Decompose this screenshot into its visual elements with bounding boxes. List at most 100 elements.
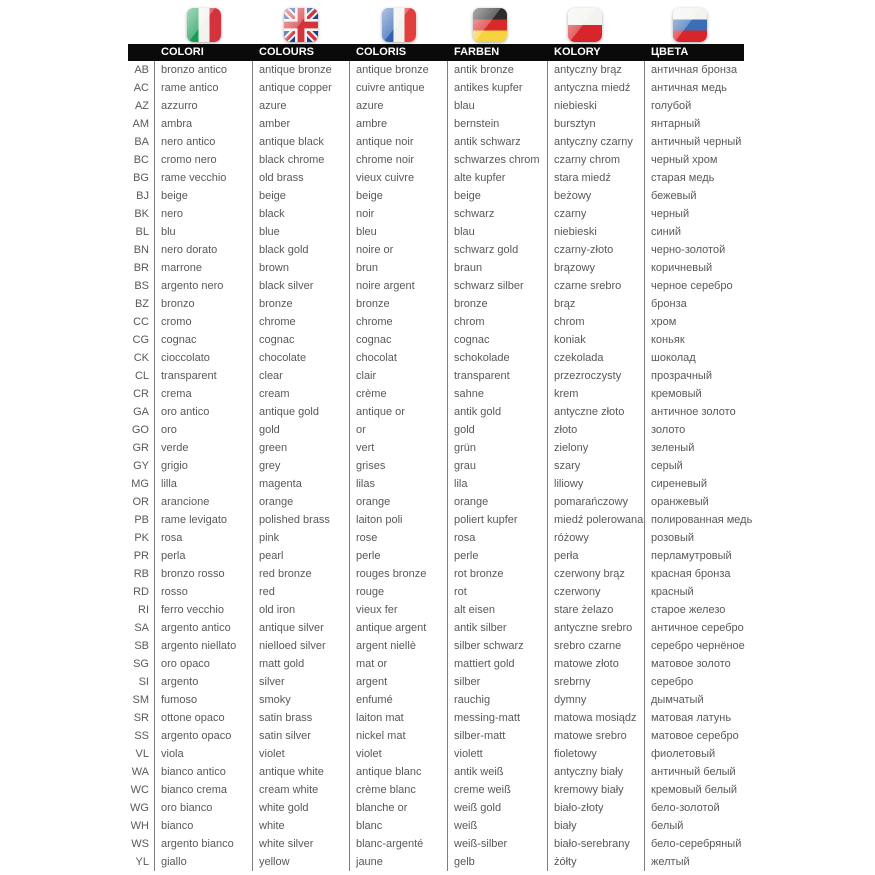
table-row: AC rame antico antique copper cuivre ant… bbox=[128, 79, 744, 97]
color-name-german: silber schwarz bbox=[448, 637, 548, 655]
color-name-french: bronze bbox=[350, 295, 448, 313]
color-code: MG bbox=[128, 475, 155, 493]
color-name-english: antique copper bbox=[253, 79, 350, 97]
table-row: PB rame levigato polished brass laiton p… bbox=[128, 511, 752, 529]
color-name-italian: argento bbox=[155, 673, 253, 691]
color-name-french: rose bbox=[350, 529, 448, 547]
color-name-italian: verde bbox=[155, 439, 253, 457]
color-name-french: mat or bbox=[350, 655, 448, 673]
color-name-english: grey bbox=[253, 457, 350, 475]
color-code: OR bbox=[128, 493, 155, 511]
color-code: AM bbox=[128, 115, 155, 133]
color-name-russian: золото bbox=[651, 424, 686, 436]
color-code: BK bbox=[128, 205, 155, 223]
header-english: COLOURS bbox=[259, 46, 314, 58]
color-code: AZ bbox=[128, 97, 155, 115]
color-name-italian: oro bbox=[155, 421, 253, 439]
color-name-polish: stare żelazo bbox=[548, 601, 645, 619]
color-code: VL bbox=[128, 745, 155, 763]
color-name-italian: argento opaco bbox=[155, 727, 253, 745]
color-name-russian: красная бронза bbox=[651, 568, 731, 580]
color-name-english: cream bbox=[253, 385, 350, 403]
header-german: FARBEN bbox=[454, 46, 500, 58]
color-name-russian: черный хром bbox=[651, 154, 718, 166]
table-row: CR crema cream crème sahne krem кремовый bbox=[128, 385, 744, 403]
color-name-english: old iron bbox=[253, 601, 350, 619]
table-row: BS argento nero black silver noire argen… bbox=[128, 277, 744, 295]
color-name-polish: brąz bbox=[548, 295, 645, 313]
table-row: BG rame vecchio old brass vieux cuivre a… bbox=[128, 169, 744, 187]
france-flag-icon bbox=[382, 8, 416, 42]
color-name-russian: синий bbox=[651, 226, 682, 238]
table-row: YL giallo yellow jaune gelb żółty желтый bbox=[128, 853, 744, 871]
color-code: GR bbox=[128, 439, 155, 457]
color-code: AC bbox=[128, 79, 155, 97]
united-kingdom-flag-icon bbox=[284, 8, 318, 42]
color-code: WG bbox=[128, 799, 155, 817]
color-name-german: chrom bbox=[448, 313, 548, 331]
color-name-russian: черное серебро bbox=[651, 280, 733, 292]
color-name-german: antik weiß bbox=[448, 763, 548, 781]
color-name-polish: złoto bbox=[548, 421, 645, 439]
color-code: AB bbox=[128, 61, 155, 79]
color-name-italian: rame vecchio bbox=[155, 169, 253, 187]
color-name-russian: голубой bbox=[651, 100, 692, 112]
color-name-polish: perła bbox=[548, 547, 645, 565]
color-name-french: cognac bbox=[350, 331, 448, 349]
color-name-polish: zielony bbox=[548, 439, 645, 457]
color-code: BG bbox=[128, 169, 155, 187]
color-code: CL bbox=[128, 367, 155, 385]
color-code: PB bbox=[128, 511, 155, 529]
color-code: CK bbox=[128, 349, 155, 367]
color-name-german: violett bbox=[448, 745, 548, 763]
color-name-english: gold bbox=[253, 421, 350, 439]
color-code: SA bbox=[128, 619, 155, 637]
color-name-french: blanc bbox=[350, 817, 448, 835]
color-name-polish: srebrny bbox=[548, 673, 645, 691]
color-name-german: poliert kupfer bbox=[448, 511, 548, 529]
color-name-italian: arancione bbox=[155, 493, 253, 511]
color-name-french: vieux cuivre bbox=[350, 169, 448, 187]
color-name-english: polished brass bbox=[253, 511, 350, 529]
color-name-german: schwarz silber bbox=[448, 277, 548, 295]
color-name-italian: bronzo bbox=[155, 295, 253, 313]
color-name-german: silber-matt bbox=[448, 727, 548, 745]
color-name-polish: biało-złoty bbox=[548, 799, 645, 817]
color-name-english: beige bbox=[253, 187, 350, 205]
color-name-french: noir bbox=[350, 205, 448, 223]
color-code: BN bbox=[128, 241, 155, 259]
color-name-polish: beżowy bbox=[548, 187, 645, 205]
color-code: BS bbox=[128, 277, 155, 295]
color-name-italian: bianco crema bbox=[155, 781, 253, 799]
color-name-russian: черный bbox=[651, 208, 690, 220]
color-name-english: brown bbox=[253, 259, 350, 277]
color-name-russian: матовое золото bbox=[651, 658, 731, 670]
color-name-polish: żółty bbox=[548, 853, 645, 871]
table-row: WG oro bianco white gold blanche or weiß… bbox=[128, 799, 744, 817]
color-name-polish: chrom bbox=[548, 313, 645, 331]
color-name-english: red bronze bbox=[253, 565, 350, 583]
color-code: WS bbox=[128, 835, 155, 853]
color-name-german: rosa bbox=[448, 529, 548, 547]
color-name-russian: белый bbox=[651, 820, 684, 832]
color-name-russian: коньяк bbox=[651, 334, 685, 346]
color-name-italian: azzurro bbox=[155, 97, 253, 115]
color-name-french: chocolat bbox=[350, 349, 448, 367]
color-name-german: messing-matt bbox=[448, 709, 548, 727]
color-name-italian: oro opaco bbox=[155, 655, 253, 673]
color-name-polish: krem bbox=[548, 385, 645, 403]
color-name-polish: kremowy biały bbox=[548, 781, 645, 799]
color-name-polish: antyczne srebro bbox=[548, 619, 645, 637]
color-name-german: gelb bbox=[448, 853, 548, 871]
table-row: RB bronzo rosso red bronze rouges bronze… bbox=[128, 565, 744, 583]
color-name-french: crème bbox=[350, 385, 448, 403]
color-name-italian: rame antico bbox=[155, 79, 253, 97]
color-name-italian: cromo nero bbox=[155, 151, 253, 169]
color-name-polish: fioletowy bbox=[548, 745, 645, 763]
color-name-german: schwarz gold bbox=[448, 241, 548, 259]
color-name-russian: желтый bbox=[651, 856, 690, 868]
color-code: CC bbox=[128, 313, 155, 331]
color-name-russian: античная медь bbox=[651, 82, 727, 94]
color-name-french: brun bbox=[350, 259, 448, 277]
color-name-russian: коричневый bbox=[651, 262, 713, 274]
